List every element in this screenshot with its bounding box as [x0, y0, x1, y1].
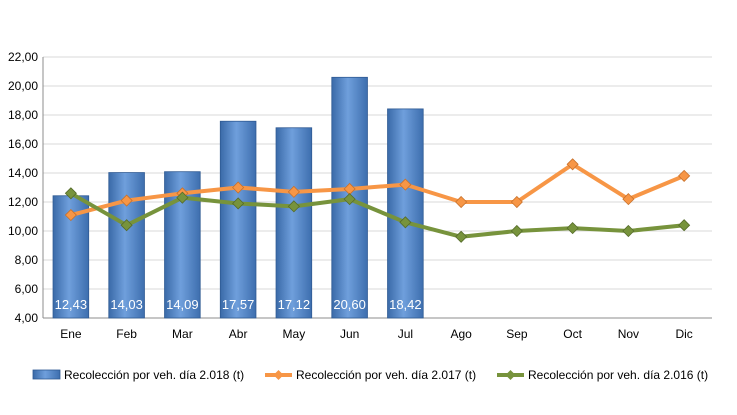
legend-label: Recolección por veh. día 2.017 (t) — [296, 368, 476, 382]
x-tick-label: Jul — [398, 327, 413, 341]
axes: 4,00 6,00 8,00 10,00 12,00 14,00 16,00 18,00 20,… — [8, 50, 712, 341]
series-point — [678, 219, 691, 232]
x-tick-label: Mar — [172, 327, 193, 341]
y-tick-label: 16,00 — [8, 137, 38, 151]
bar-data-label: 17,57 — [222, 297, 255, 312]
bar-data-label: 12,43 — [55, 297, 88, 312]
y-tick-label: 6,00 — [15, 282, 39, 296]
series-point — [399, 178, 412, 191]
bar-data-label: 17,12 — [278, 297, 311, 312]
series-point — [622, 224, 635, 238]
bar-data-label: 18,42 — [389, 297, 422, 312]
series-point — [287, 200, 300, 213]
y-tick-label: 8,00 — [15, 253, 39, 267]
data-labels: 12,43 14,03 14,09 17,57 17,12 20,60 18,42 — [55, 297, 422, 312]
legend: Recolección por veh. día 2.018 (t) Recole… — [32, 368, 708, 382]
series-point — [120, 219, 133, 232]
y-tick-label: 12,00 — [8, 195, 38, 209]
series-point — [343, 193, 356, 206]
line-series — [64, 158, 691, 243]
y-tick-label: 22,00 — [8, 50, 38, 64]
series-point — [64, 187, 77, 200]
x-tick-label: Oct — [563, 327, 582, 341]
legend-swatch — [32, 369, 61, 380]
legend-label: Recolección por veh. día 2.018 (t) — [64, 368, 244, 382]
y-tick-label: 20,00 — [8, 79, 38, 93]
series-point — [510, 195, 523, 209]
x-tick-label: Jun — [340, 327, 359, 341]
series-point — [399, 216, 412, 229]
legend-label: Recolección por veh. día 2.016 (t) — [528, 368, 708, 382]
x-tick-label: Feb — [116, 327, 137, 341]
series-point — [287, 185, 300, 198]
bar — [219, 120, 257, 319]
series-point — [120, 194, 133, 207]
bar — [387, 108, 424, 319]
bar-data-label: 14,03 — [110, 297, 143, 312]
legend-marker — [273, 370, 284, 380]
series-point — [176, 191, 189, 204]
x-tick-label: Ago — [450, 327, 472, 341]
series-point — [622, 193, 635, 206]
series-point — [566, 158, 579, 171]
gridlines — [43, 56, 712, 319]
x-tick-label: Sep — [506, 327, 528, 341]
legend-marker — [505, 370, 516, 380]
x-tick-label: Nov — [618, 327, 639, 341]
series-point — [566, 222, 579, 235]
x-tick-label: Abr — [229, 327, 248, 341]
series-point — [455, 195, 468, 209]
x-tick-label: May — [283, 327, 306, 341]
series-line — [68, 191, 687, 239]
bar-data-label: 20,60 — [333, 297, 366, 312]
bar-data-label: 14,09 — [166, 297, 199, 312]
bar-series — [52, 76, 424, 319]
y-tick-label: 4,00 — [15, 311, 39, 325]
series-point — [678, 169, 691, 182]
series-point — [455, 230, 468, 243]
y-tick-label: 14,00 — [8, 166, 38, 180]
y-tick-label: 18,00 — [8, 108, 38, 122]
bar — [275, 127, 313, 319]
x-tick-label: Dic — [675, 327, 692, 341]
series-line — [68, 162, 687, 218]
series-point — [510, 224, 523, 238]
y-tick-label: 10,00 — [8, 224, 38, 238]
series-point — [232, 197, 245, 210]
x-tick-label: Ene — [60, 327, 82, 341]
series-point — [64, 208, 77, 222]
series-point — [232, 181, 245, 194]
